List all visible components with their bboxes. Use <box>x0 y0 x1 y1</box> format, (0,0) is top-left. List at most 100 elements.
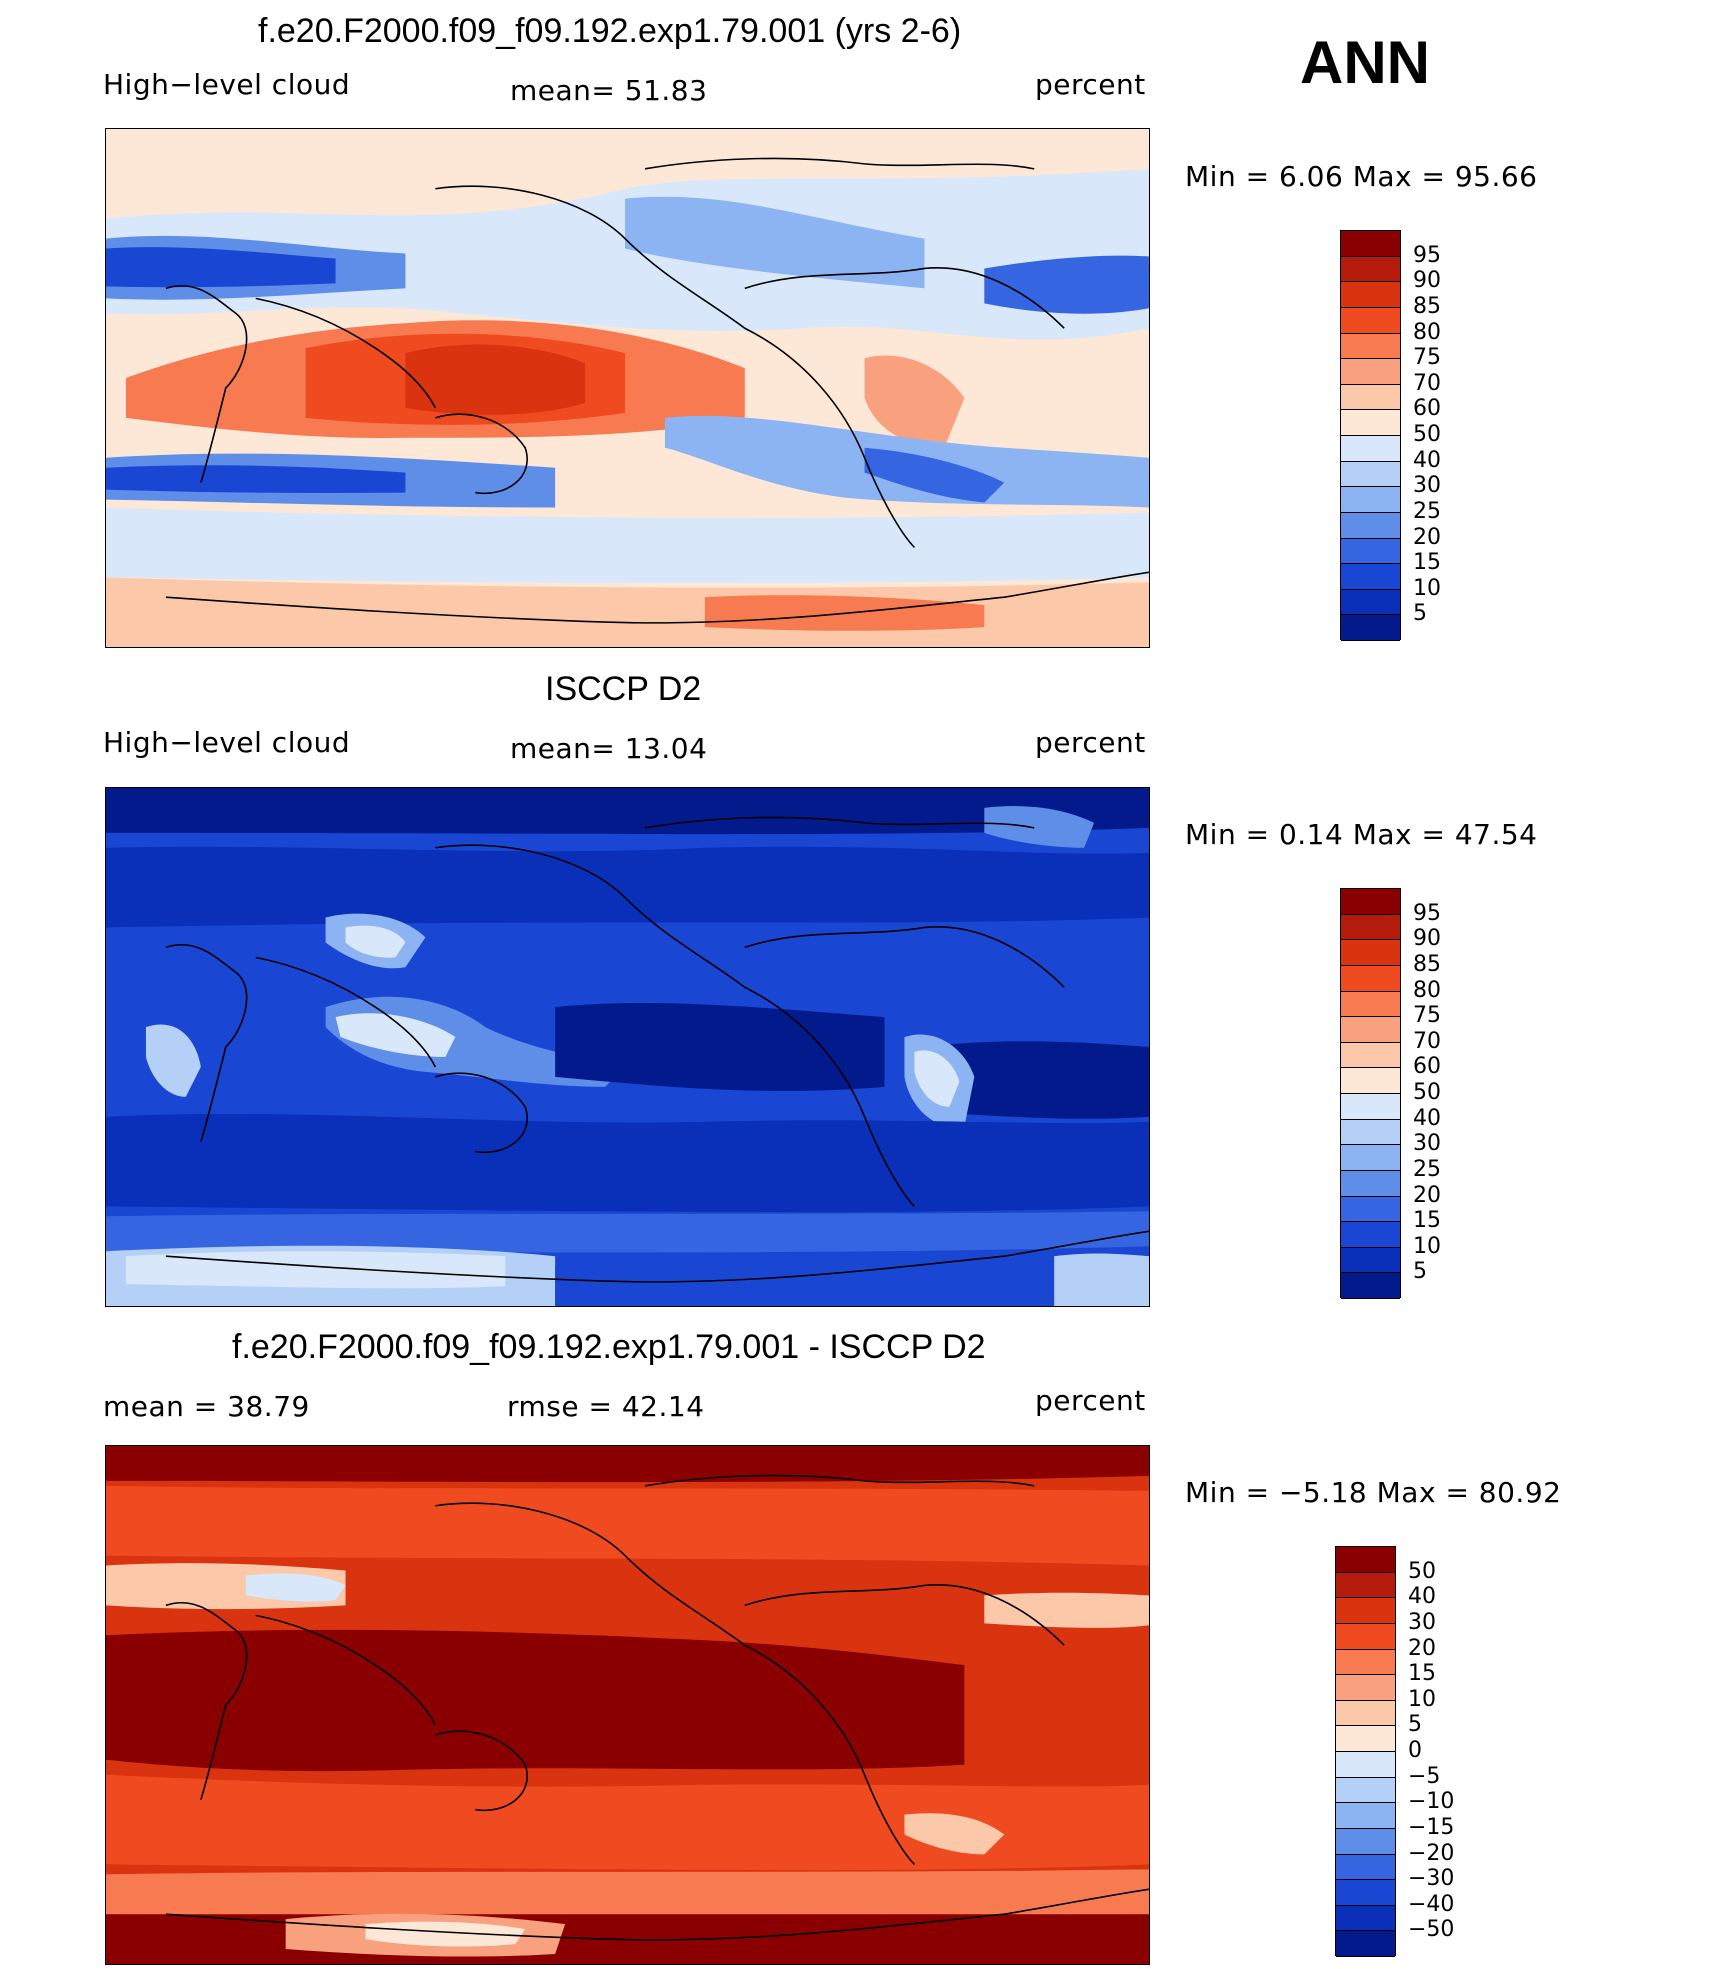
panel-1-units-label: percent <box>1035 68 1146 101</box>
colorbar-tick-label: 5 <box>1413 1259 1427 1285</box>
colorbar-segment <box>1336 1854 1395 1881</box>
colorbar-tick-label: 90 <box>1413 926 1441 952</box>
panel-3-colorbar <box>1335 1546 1396 1957</box>
colorbar-segment <box>1341 965 1400 992</box>
colorbar-tick-label: −5 <box>1408 1763 1441 1789</box>
colorbar-segment <box>1341 256 1400 283</box>
colorbar-segment <box>1341 615 1400 641</box>
colorbar-segment <box>1341 410 1400 436</box>
colorbar-segment <box>1341 1170 1400 1197</box>
panel-2-map <box>105 787 1150 1307</box>
colorbar-segment <box>1341 487 1400 513</box>
colorbar-tick-label: 40 <box>1413 1105 1441 1131</box>
colorbar-segment <box>1341 307 1400 334</box>
colorbar-segment <box>1336 1649 1395 1676</box>
season-label: ANN <box>1300 29 1430 96</box>
colorbar-segment <box>1341 1222 1400 1248</box>
colorbar-tick-label: 10 <box>1408 1686 1436 1712</box>
colorbar-segment <box>1341 231 1400 257</box>
colorbar-segment <box>1341 1196 1400 1223</box>
colorbar-tick-label: 50 <box>1408 1558 1436 1584</box>
colorbar-segment <box>1341 384 1400 411</box>
colorbar-segment <box>1341 461 1400 488</box>
panel-1-minmax-label: Min = 6.06 Max = 95.66 <box>1185 160 1538 193</box>
panel-3-units-label: percent <box>1035 1384 1146 1417</box>
colorbar-tick-label: 10 <box>1413 575 1441 601</box>
panel-2-variable-label: High−level cloud <box>103 726 351 759</box>
panel-1-colorbar <box>1340 230 1401 641</box>
panel-3-map <box>105 1445 1150 1965</box>
colorbar-segment <box>1336 1752 1395 1778</box>
colorbar-tick-label: 40 <box>1413 447 1441 473</box>
panel-1-variable-label: High−level cloud <box>103 68 351 101</box>
colorbar-segment <box>1341 991 1400 1018</box>
panel-3-title: f.e20.F2000.f09_f09.192.exp1.79.001 - IS… <box>232 1328 986 1366</box>
colorbar-segment <box>1336 1828 1395 1855</box>
colorbar-segment <box>1341 914 1400 941</box>
colorbar-segment <box>1336 1547 1395 1573</box>
colorbar-tick-label: 30 <box>1413 473 1441 499</box>
panel-3-map-graphic <box>106 1446 1149 1964</box>
colorbar-tick-label: 50 <box>1413 422 1441 447</box>
colorbar-tick-label: −10 <box>1408 1789 1455 1815</box>
colorbar-segment <box>1341 564 1400 590</box>
panel-1-map <box>105 128 1150 648</box>
colorbar-segment <box>1341 1247 1400 1274</box>
panel-1-map-graphic <box>106 129 1149 647</box>
colorbar-tick-label: 60 <box>1413 396 1441 422</box>
panel-3-minmax-label: Min = −5.18 Max = 80.92 <box>1185 1476 1562 1509</box>
colorbar-tick-label: 30 <box>1408 1609 1436 1635</box>
colorbar-tick-label: 25 <box>1413 498 1441 524</box>
colorbar-tick-label: 20 <box>1413 1182 1441 1208</box>
panel-2-colorbar <box>1340 888 1401 1299</box>
colorbar-tick-label: 0 <box>1408 1738 1422 1763</box>
colorbar-tick-label: 30 <box>1413 1131 1441 1157</box>
colorbar-tick-label: 25 <box>1413 1156 1441 1182</box>
colorbar-segment <box>1341 1068 1400 1094</box>
colorbar-tick-label: 90 <box>1413 268 1441 294</box>
colorbar-segment <box>1341 940 1400 966</box>
colorbar-segment <box>1341 1145 1400 1171</box>
colorbar-segment <box>1341 1094 1400 1120</box>
panel-3-rmse-label: rmse = 42.14 <box>507 1390 705 1423</box>
colorbar-tick-label: −50 <box>1408 1917 1455 1943</box>
colorbar-tick-label: 20 <box>1408 1635 1436 1661</box>
colorbar-segment <box>1341 1119 1400 1146</box>
colorbar-segment <box>1341 538 1400 565</box>
colorbar-segment <box>1336 1623 1395 1650</box>
colorbar-tick-label: 95 <box>1413 242 1441 268</box>
panel-2-units-label: percent <box>1035 726 1146 759</box>
colorbar-segment <box>1336 1572 1395 1599</box>
colorbar-tick-label: 80 <box>1413 977 1441 1003</box>
colorbar-segment <box>1336 1931 1395 1957</box>
colorbar-tick-label: 75 <box>1413 345 1441 371</box>
colorbar-segment <box>1341 589 1400 616</box>
colorbar-tick-label: 75 <box>1413 1003 1441 1029</box>
colorbar-tick-label: −15 <box>1408 1814 1455 1840</box>
colorbar-segment <box>1336 1726 1395 1752</box>
panel-3-mean-label: mean = 38.79 <box>103 1390 310 1423</box>
colorbar-tick-label: 80 <box>1413 319 1441 345</box>
colorbar-segment <box>1336 1803 1395 1829</box>
colorbar-segment <box>1341 1273 1400 1299</box>
colorbar-segment <box>1336 1880 1395 1906</box>
colorbar-segment <box>1341 359 1400 385</box>
colorbar-tick-label: −20 <box>1408 1840 1455 1866</box>
colorbar-segment <box>1336 1598 1395 1624</box>
colorbar-segment <box>1341 1017 1400 1043</box>
colorbar-tick-label: 40 <box>1408 1584 1436 1610</box>
colorbar-segment <box>1336 1700 1395 1727</box>
colorbar-tick-label: 15 <box>1413 1208 1441 1234</box>
colorbar-tick-label: 5 <box>1413 601 1427 627</box>
colorbar-tick-label: 10 <box>1413 1233 1441 1259</box>
colorbar-segment <box>1341 436 1400 462</box>
colorbar-tick-label: 15 <box>1413 550 1441 576</box>
colorbar-segment <box>1341 282 1400 308</box>
colorbar-tick-label: 15 <box>1408 1661 1436 1687</box>
colorbar-segment <box>1336 1777 1395 1804</box>
colorbar-segment <box>1336 1905 1395 1932</box>
panel-2-mean-label: mean= 13.04 <box>510 732 708 765</box>
colorbar-tick-label: 50 <box>1413 1080 1441 1105</box>
colorbar-tick-label: 70 <box>1413 1028 1441 1054</box>
colorbar-segment <box>1341 889 1400 915</box>
